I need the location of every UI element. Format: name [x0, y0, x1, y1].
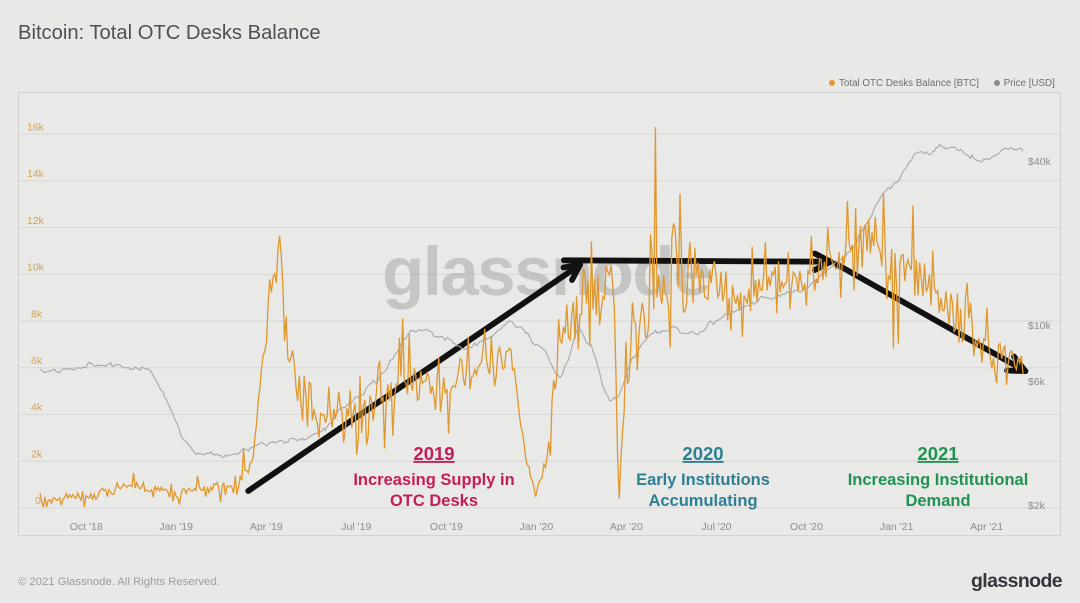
svg-text:6k: 6k — [31, 355, 43, 367]
svg-text:2020: 2020 — [682, 443, 723, 464]
svg-text:8k: 8k — [31, 308, 43, 320]
svg-text:$10k: $10k — [1028, 320, 1052, 332]
svg-text:Oct '20: Oct '20 — [790, 521, 823, 533]
svg-text:Jan '19: Jan '19 — [159, 521, 193, 533]
svg-text:Apr '20: Apr '20 — [610, 521, 643, 533]
svg-text:OTC Desks: OTC Desks — [390, 492, 478, 510]
svg-text:4k: 4k — [31, 402, 43, 414]
svg-text:10k: 10k — [27, 262, 45, 274]
svg-text:Increasing Institutional: Increasing Institutional — [848, 471, 1029, 489]
svg-text:Accumulating: Accumulating — [648, 492, 757, 510]
svg-text:$2k: $2k — [1028, 500, 1046, 512]
svg-text:$40k: $40k — [1028, 156, 1052, 168]
svg-text:12k: 12k — [27, 215, 45, 227]
svg-text:2k: 2k — [31, 448, 43, 460]
svg-text:Oct '19: Oct '19 — [430, 521, 463, 533]
svg-text:Apr '19: Apr '19 — [250, 521, 283, 533]
svg-text:2019: 2019 — [413, 443, 454, 464]
svg-text:Early Institutions: Early Institutions — [636, 471, 770, 489]
svg-text:Jul '19: Jul '19 — [341, 521, 371, 533]
svg-text:Apr '21: Apr '21 — [970, 521, 1003, 533]
svg-text:14k: 14k — [27, 168, 45, 180]
svg-text:Jan '21: Jan '21 — [880, 521, 914, 533]
svg-text:Jan '20: Jan '20 — [520, 521, 554, 533]
svg-text:Increasing Supply in: Increasing Supply in — [353, 471, 514, 489]
svg-text:Demand: Demand — [905, 492, 970, 510]
svg-text:2021: 2021 — [917, 443, 958, 464]
svg-text:Jul '20: Jul '20 — [701, 521, 731, 533]
svg-text:$6k: $6k — [1028, 376, 1046, 388]
svg-text:Oct '18: Oct '18 — [70, 521, 103, 533]
svg-text:16k: 16k — [27, 122, 45, 134]
